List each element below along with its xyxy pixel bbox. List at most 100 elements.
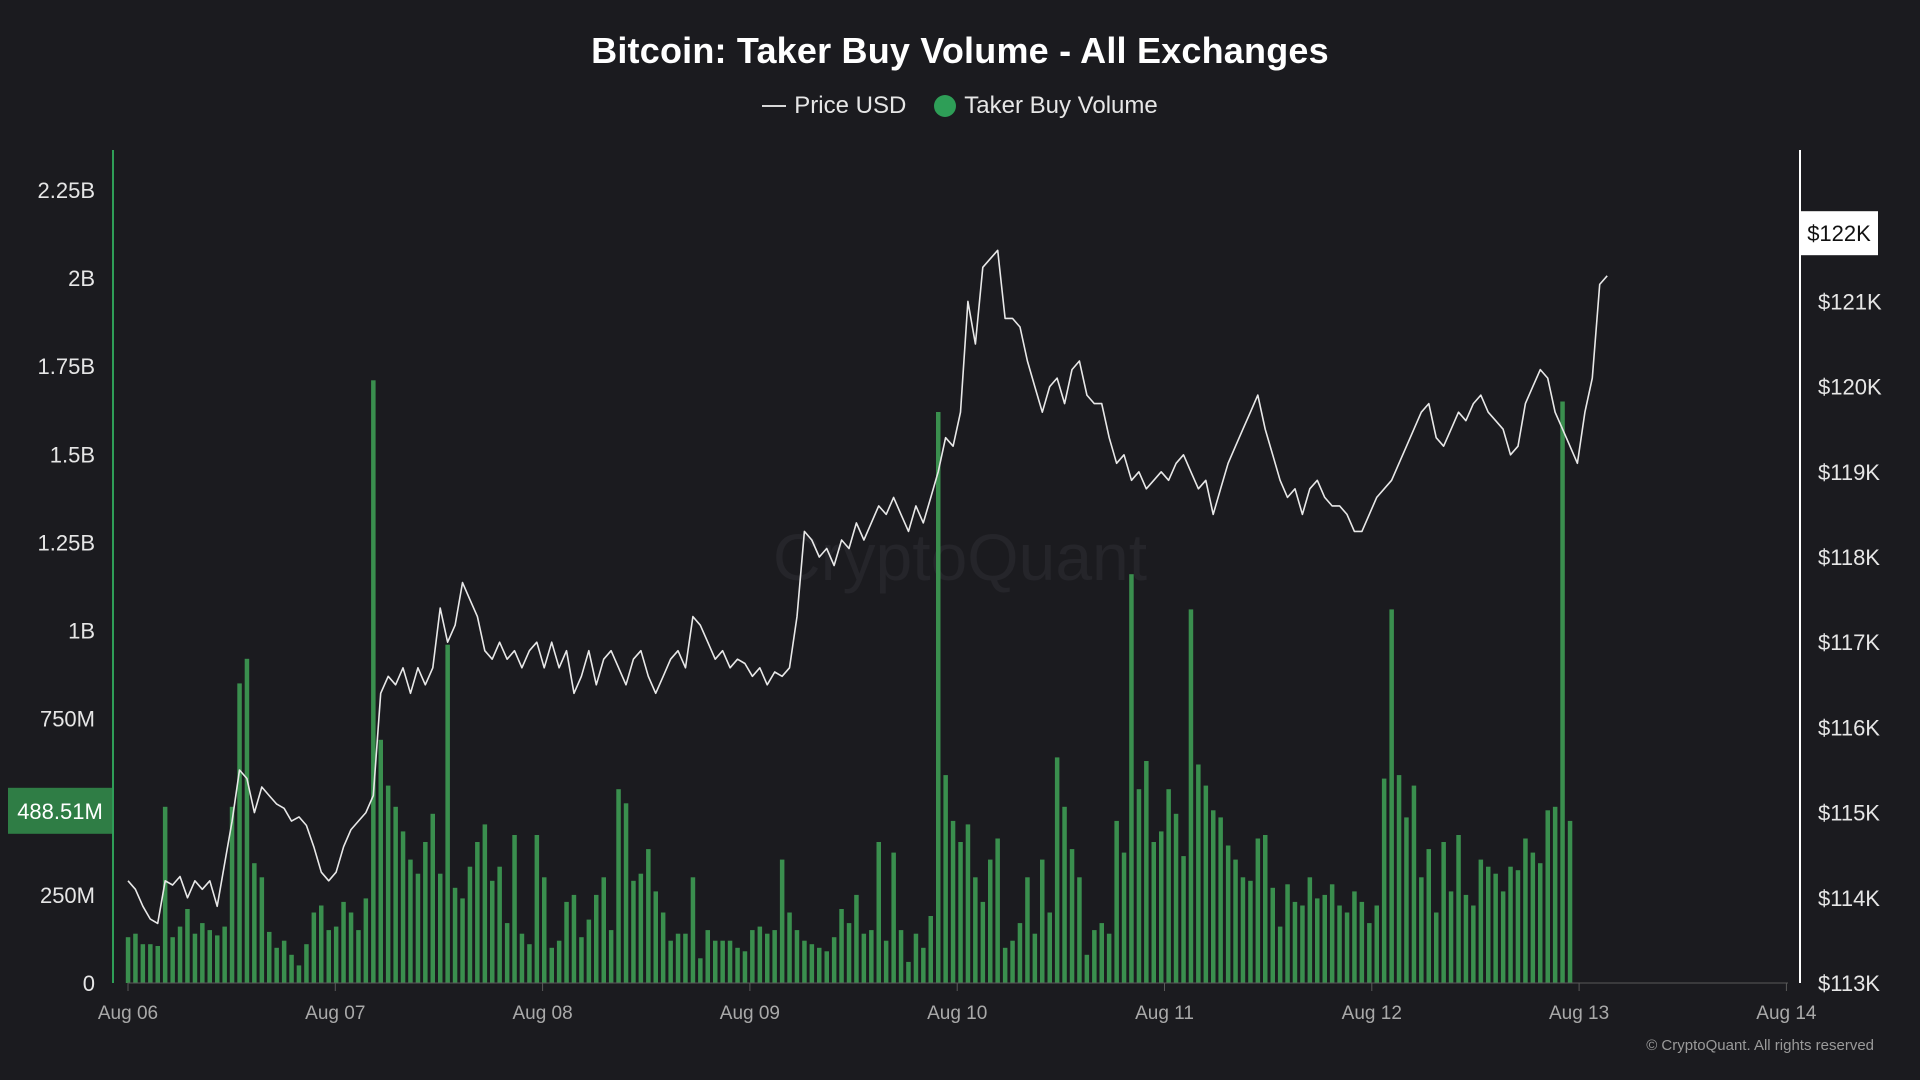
current-price-badge-label: $122K <box>1807 221 1871 246</box>
volume-bar <box>356 930 361 983</box>
volume-bar <box>549 947 554 983</box>
volume-bar <box>252 863 257 983</box>
volume-bar <box>1211 810 1216 983</box>
volume-bar <box>1173 813 1179 983</box>
x-tick-label: Aug 06 <box>98 1003 158 1024</box>
watermark-text: CryptoQuant <box>773 520 1147 594</box>
y-right-tick-label: $114K <box>1818 886 1880 911</box>
volume-bar <box>1381 778 1387 983</box>
volume-bar <box>326 930 331 983</box>
legend-item-price[interactable]: Price USD <box>762 92 906 120</box>
y-right-tick-label: $113K <box>1818 971 1880 996</box>
volume-bar <box>1240 877 1246 983</box>
volume-bar <box>1218 817 1223 983</box>
x-tick-label: Aug 12 <box>1342 1003 1402 1024</box>
y-left-tick-label: 750M <box>40 707 95 732</box>
volume-bar <box>1181 856 1186 983</box>
volume-bar <box>304 944 309 983</box>
volume-bar <box>512 835 517 983</box>
volume-bar <box>475 842 480 983</box>
volume-bar <box>690 877 696 983</box>
volume-bar <box>1508 866 1513 983</box>
volume-bar <box>1500 891 1506 983</box>
volume-bar <box>1054 757 1060 983</box>
volume-bar <box>891 852 896 983</box>
volume-bar <box>1448 891 1454 983</box>
y-left-tick-label: 1B <box>68 619 95 644</box>
x-tick-label: Aug 08 <box>512 1003 572 1024</box>
volume-bar <box>772 930 777 983</box>
volume-bar <box>467 866 473 983</box>
volume-bar <box>267 931 272 983</box>
volume-bar <box>579 937 584 983</box>
volume-bar <box>727 940 733 983</box>
volume-bar <box>371 380 376 983</box>
volume-bar <box>1538 863 1543 983</box>
volume-bar <box>765 933 770 983</box>
legend-label-price: Price USD <box>794 92 907 119</box>
volume-bar <box>296 965 302 983</box>
volume-bar <box>1151 842 1156 983</box>
volume-bar <box>839 909 844 983</box>
volume-bar <box>460 898 465 983</box>
volume-bar <box>958 842 963 983</box>
volume-bar <box>1344 912 1350 983</box>
y-left-tick-label: 1.5B <box>50 442 95 467</box>
volume-bar <box>571 894 577 983</box>
volume-bar <box>162 806 168 983</box>
volume-bar <box>995 838 1000 983</box>
volume-bar <box>713 940 718 983</box>
volume-bar <box>1248 880 1253 983</box>
volume-bar <box>779 859 785 983</box>
volume-bar <box>423 842 428 983</box>
volume-bar <box>1315 898 1320 983</box>
volume-bar <box>913 933 919 983</box>
volume-bar <box>631 880 636 983</box>
volume-bar <box>616 789 621 983</box>
volume-bar <box>1159 831 1164 983</box>
volume-bars <box>125 380 1573 983</box>
volume-bar <box>341 901 346 983</box>
volume-bar <box>1270 887 1275 983</box>
volume-bar <box>1411 785 1417 983</box>
volume-bar <box>802 940 807 983</box>
volume-bar <box>1545 810 1550 983</box>
volume-bar <box>1552 806 1558 983</box>
volume-bar <box>653 891 658 983</box>
volume-bar <box>1463 894 1469 983</box>
volume-bar <box>1114 820 1119 983</box>
volume-bar <box>928 916 933 983</box>
volume-bar <box>1017 923 1023 983</box>
volume-bar <box>869 930 874 983</box>
volume-bar <box>482 824 488 983</box>
volume-bar <box>1277 926 1283 983</box>
volume-bar <box>408 859 413 983</box>
y-left-tick-label: 0 <box>83 971 95 996</box>
y-right-tick-label: $120K <box>1818 375 1882 400</box>
volume-bar <box>950 820 956 983</box>
volume-bar <box>1486 866 1491 983</box>
volume-bar <box>170 937 175 983</box>
volume-bar <box>1188 609 1194 983</box>
volume-bar <box>980 901 986 983</box>
volume-bar <box>1337 905 1342 983</box>
volume-bar <box>237 683 242 983</box>
volume-bar <box>1106 933 1112 983</box>
volume-bar <box>1047 912 1052 983</box>
y-right-tick-label: $121K <box>1818 289 1882 314</box>
volume-bar <box>675 933 681 983</box>
volume-bar <box>1040 859 1045 983</box>
volume-bar <box>1560 401 1565 983</box>
volume-bar <box>883 940 889 983</box>
volume-bar <box>1166 789 1171 983</box>
volume-bar <box>222 926 227 983</box>
price-line-swatch <box>762 105 787 107</box>
volume-bar <box>1322 894 1327 983</box>
legend-item-volume[interactable]: Taker Buy Volume <box>934 92 1158 120</box>
volume-bar <box>1121 852 1127 983</box>
volume-bar <box>1359 901 1365 983</box>
volume-bar <box>281 940 287 983</box>
y-left-tick-label: 1.25B <box>38 530 96 555</box>
volume-bar <box>898 930 904 983</box>
